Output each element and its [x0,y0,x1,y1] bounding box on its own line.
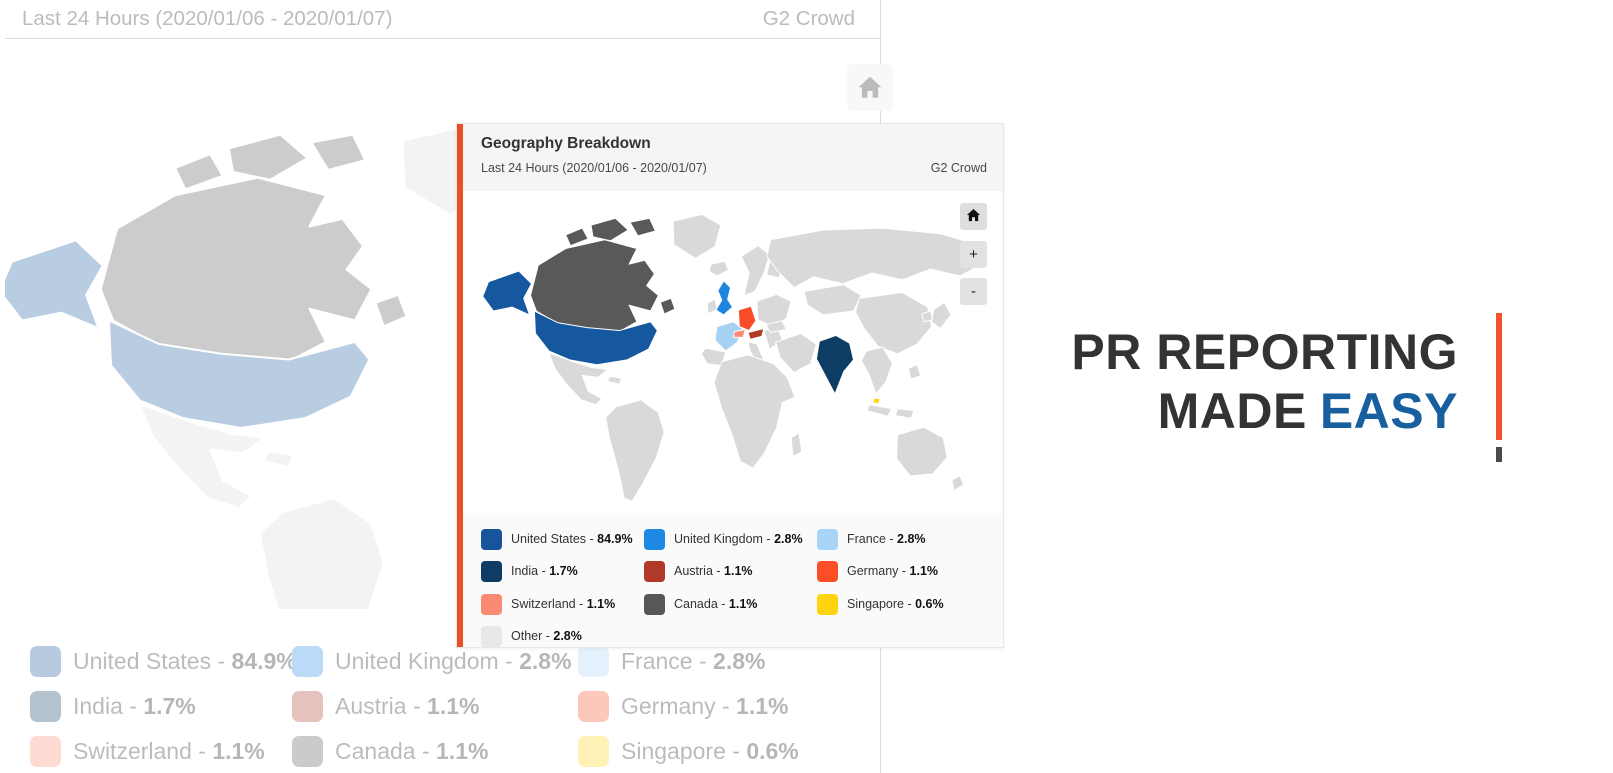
legend-label: Germany - 1.1% [847,564,939,579]
legend-label: Other - 2.8% [511,628,582,643]
legend-swatch [644,529,665,551]
map-home-button[interactable] [960,203,987,230]
legend-label: Austria - 1.1% [674,564,753,579]
legend-item: Germany - 1.1% [578,691,900,722]
legend-item: Austria - 1.1% [292,691,578,722]
card-source: G2 Crowd [930,161,987,175]
legend-item[interactable]: United Kingdom - 2.8% [644,529,817,551]
accent-bar [1496,313,1502,440]
legend-item[interactable]: Singapore - 0.6% [817,593,1003,615]
legend-swatch [481,561,502,583]
card-accent-bar [457,124,463,647]
accent-dash [1496,447,1502,462]
legend-item: United States - 84.9% [30,646,297,677]
card-header: Geography Breakdown Last 24 Hours (2020/… [463,124,1003,192]
legend-label: United States - 84.9% [511,532,633,547]
legend-label: France - 2.8% [847,532,926,547]
background-widget-header: Last 24 Hours (2020/01/06 - 2020/01/07) … [5,0,880,39]
headline-made: MADE [1157,383,1307,439]
legend-swatch [578,691,609,722]
legend-item[interactable]: India - 1.7% [481,561,644,583]
legend-item[interactable]: Other - 2.8% [481,625,644,647]
headline-line2: MADE EASY [1071,382,1458,441]
legend-item: India - 1.7% [30,691,292,722]
legend-item: Singapore - 0.6% [578,736,900,767]
headline-easy: EASY [1319,383,1458,439]
legend-item[interactable]: Austria - 1.1% [644,561,817,583]
legend-swatch [481,625,502,647]
legend-label: France - 2.8% [621,648,766,674]
legend-swatch [292,691,323,722]
legend-swatch [817,593,838,615]
home-icon [858,76,882,98]
background-legend: United States - 84.9% United Kingdom - 2… [5,646,900,767]
legend-label: Canada - 1.1% [335,738,489,764]
legend-swatch [644,561,665,583]
legend-swatch [292,646,323,677]
legend-item[interactable]: United States - 84.9% [481,529,644,551]
legend-label: United States - 84.9% [73,648,297,674]
legend-label: India - 1.7% [73,693,196,719]
legend-label: Singapore - 0.6% [847,596,944,611]
card-date-range: Last 24 Hours (2020/01/06 - 2020/01/07) [481,161,707,175]
legend-label: Canada - 1.1% [674,596,758,611]
map-zoom-out-button[interactable]: - [960,278,987,305]
legend-label: Singapore - 0.6% [621,738,799,764]
headline-line1: PR REPORTING [1071,324,1458,380]
legend-item[interactable]: Germany - 1.1% [817,561,1003,583]
legend-item: Switzerland - 1.1% [30,736,292,767]
legend-label: Austria - 1.1% [335,693,480,719]
legend-swatch [481,529,502,551]
legend-label: Switzerland - 1.1% [73,738,265,764]
headline: PR REPORTING MADE EASY [1071,323,1458,441]
legend-swatch [817,561,838,583]
legend-label: India - 1.7% [511,564,578,579]
legend-label: United Kingdom - 2.8% [335,648,572,674]
legend-swatch [30,691,61,722]
home-icon [966,208,981,222]
legend-swatch [30,646,61,677]
background-source-label: G2 Crowd [762,7,855,30]
map-zoom-in-button[interactable]: + [960,241,987,268]
legend-swatch [578,736,609,767]
legend-swatch [644,593,665,615]
legend-swatch [30,736,61,767]
card-title: Geography Breakdown [481,135,651,152]
legend-label: Germany - 1.1% [621,693,789,719]
legend-item: United Kingdom - 2.8% [292,646,578,677]
legend-swatch [578,646,609,677]
geography-breakdown-card: Geography Breakdown Last 24 Hours (2020/… [456,123,1004,648]
legend-item[interactable]: France - 2.8% [817,529,1003,551]
background-date-range-label: Last 24 Hours (2020/01/06 - 2020/01/07) [22,7,393,30]
legend-item: Canada - 1.1% [292,736,578,767]
legend-item[interactable]: Switzerland - 1.1% [481,593,644,615]
card-legend: United States - 84.9% United Kingdom - 2… [463,513,1003,647]
legend-item: France - 2.8% [578,646,900,677]
legend-label: Switzerland - 1.1% [511,596,616,611]
legend-swatch [292,736,323,767]
background-map-home-button [847,64,893,111]
world-map[interactable]: + - [463,191,1003,513]
legend-item[interactable]: Canada - 1.1% [644,593,817,615]
legend-label: United Kingdom - 2.8% [674,532,803,547]
legend-swatch [817,529,838,551]
legend-swatch [481,593,502,615]
